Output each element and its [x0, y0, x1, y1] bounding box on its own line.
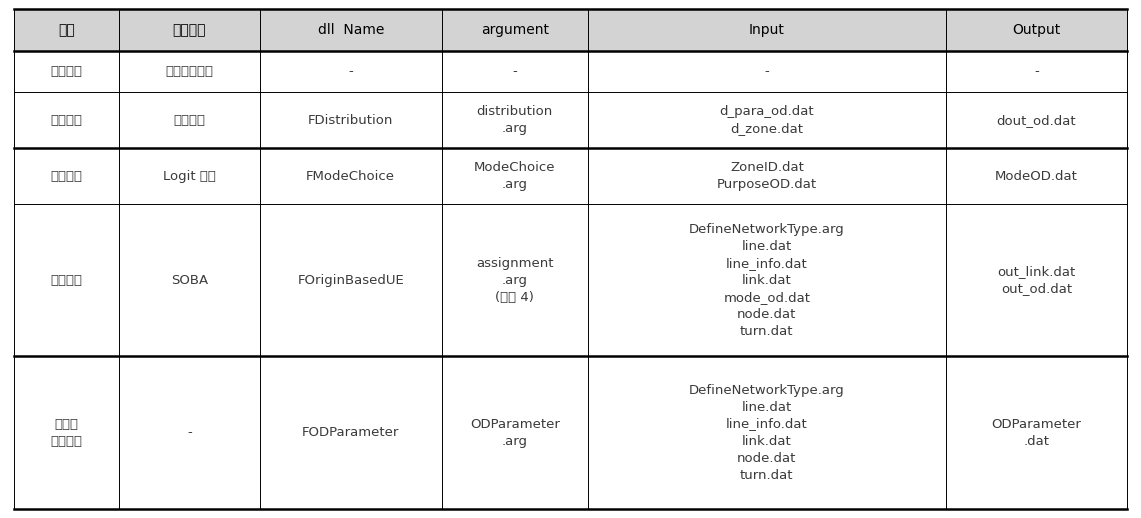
- Text: argument: argument: [480, 23, 549, 37]
- Bar: [14, 92, 119, 148]
- Bar: [119, 92, 260, 148]
- Text: ModeOD.dat: ModeOD.dat: [995, 169, 1078, 183]
- Text: d_para_od.dat
d_zone.dat: d_para_od.dat d_zone.dat: [720, 105, 815, 135]
- Text: 회귀분석모형: 회귀분석모형: [165, 65, 213, 78]
- Bar: [14, 356, 119, 509]
- Bar: [946, 148, 1127, 204]
- Bar: [442, 92, 588, 148]
- Text: Logit 모형: Logit 모형: [163, 169, 216, 183]
- Text: ODParameter
.dat: ODParameter .dat: [992, 418, 1082, 448]
- Text: dll  Name: dll Name: [317, 23, 383, 37]
- Text: distribution
.arg: distribution .arg: [477, 105, 553, 135]
- Text: Input: Input: [748, 23, 785, 37]
- Bar: [14, 148, 119, 204]
- Bar: [119, 9, 260, 51]
- Text: FOriginBasedUE: FOriginBasedUE: [298, 274, 404, 287]
- Bar: [260, 148, 442, 204]
- Bar: [14, 51, 119, 92]
- Bar: [119, 356, 260, 509]
- Bar: [588, 204, 946, 356]
- Bar: [119, 204, 260, 356]
- Text: 통행분포: 통행분포: [50, 113, 82, 127]
- Bar: [588, 148, 946, 204]
- Bar: [14, 204, 119, 356]
- Bar: [588, 51, 946, 92]
- Bar: [14, 9, 119, 51]
- Bar: [260, 92, 442, 148]
- Bar: [588, 356, 946, 509]
- Text: ZoneID.dat
PurposeOD.dat: ZoneID.dat PurposeOD.dat: [717, 161, 817, 191]
- Bar: [260, 204, 442, 356]
- Bar: [946, 51, 1127, 92]
- Text: out_link.dat
out_od.dat: out_link.dat out_od.dat: [997, 265, 1076, 295]
- Text: FDistribution: FDistribution: [308, 113, 394, 127]
- Text: 단계: 단계: [58, 23, 75, 37]
- Text: -: -: [1034, 65, 1038, 78]
- Text: dout_od.dat: dout_od.dat: [996, 113, 1076, 127]
- Bar: [442, 148, 588, 204]
- Text: DefineNetworkType.arg
line.dat
line_info.dat
link.dat
mode_od.dat
node.dat
turn.: DefineNetworkType.arg line.dat line_info…: [689, 223, 844, 338]
- Text: ODParameter
.arg: ODParameter .arg: [470, 418, 560, 448]
- Bar: [946, 9, 1127, 51]
- Bar: [442, 356, 588, 509]
- Bar: [442, 204, 588, 356]
- Text: 수단선택: 수단선택: [50, 169, 82, 183]
- Text: 중력모형: 중력모형: [173, 113, 205, 127]
- Bar: [119, 51, 260, 92]
- Text: -: -: [348, 65, 353, 78]
- Bar: [119, 148, 260, 204]
- Text: -: -: [764, 65, 769, 78]
- Bar: [260, 51, 442, 92]
- Bar: [260, 356, 442, 509]
- Text: -: -: [512, 65, 517, 78]
- Bar: [588, 9, 946, 51]
- Text: ModeChoice
.arg: ModeChoice .arg: [474, 161, 556, 191]
- Text: 세부모형: 세부모형: [172, 23, 207, 37]
- Bar: [946, 204, 1127, 356]
- Bar: [946, 356, 1127, 509]
- Text: SOBA: SOBA: [171, 274, 208, 287]
- Bar: [260, 9, 442, 51]
- Text: 통행발생: 통행발생: [50, 65, 82, 78]
- Text: 통행배정: 통행배정: [50, 274, 82, 287]
- Bar: [946, 92, 1127, 148]
- Bar: [442, 9, 588, 51]
- Text: FODParameter: FODParameter: [302, 426, 399, 439]
- Text: 기종점
통행속성: 기종점 통행속성: [50, 418, 82, 448]
- Text: DefineNetworkType.arg
line.dat
line_info.dat
link.dat
node.dat
turn.dat: DefineNetworkType.arg line.dat line_info…: [689, 383, 844, 482]
- Bar: [442, 51, 588, 92]
- Text: -: -: [187, 426, 192, 439]
- Bar: [588, 92, 946, 148]
- Text: Output: Output: [1012, 23, 1061, 37]
- Text: assignment
.arg
(모델 4): assignment .arg (모델 4): [476, 257, 553, 304]
- Text: FModeChoice: FModeChoice: [306, 169, 395, 183]
